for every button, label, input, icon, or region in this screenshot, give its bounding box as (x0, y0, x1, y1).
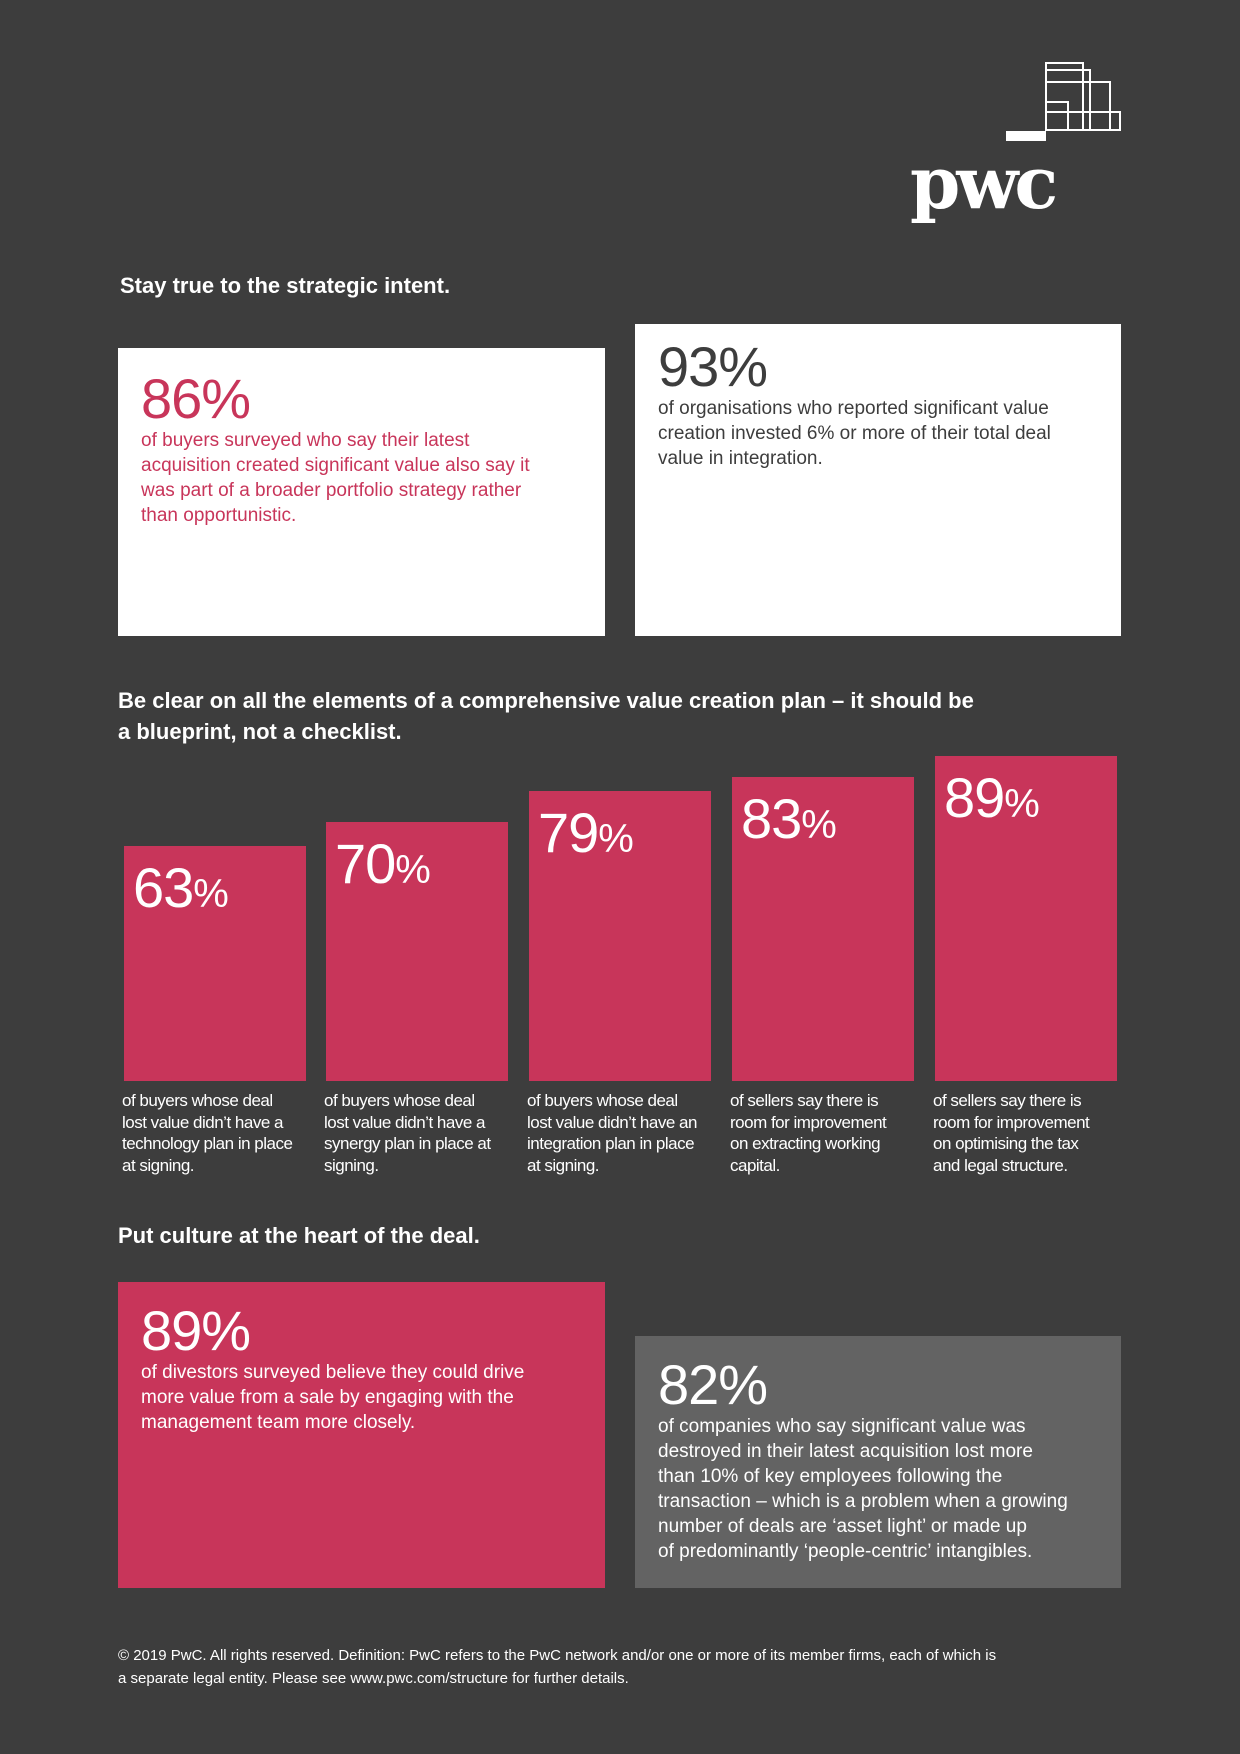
caption-line: lost value didn’t have an (527, 1112, 697, 1132)
caption-line: room for improvement (730, 1112, 887, 1132)
text-line: number of deals are ‘asset light’ or mad… (658, 1516, 1027, 1537)
bar-79: 79% (529, 790, 711, 1081)
bar-unit: % (1004, 782, 1040, 827)
stat-description: of organisations who reported significan… (658, 396, 1121, 471)
caption-line: integration plan in place (527, 1134, 695, 1153)
caption-line: of sellers say there is (933, 1091, 1082, 1110)
bar-caption: of sellers say there is room for improvem… (933, 1090, 1090, 1176)
stat-card-93: 93% of organisations who reported signif… (635, 324, 1121, 636)
stat-card-82: 82% of companies who say significant val… (635, 1336, 1121, 1588)
pwc-logo: pwc (900, 55, 1140, 230)
caption-line: lost value didn’t have a (324, 1112, 485, 1132)
caption-line: on extracting working (730, 1134, 881, 1153)
caption-line: signing. (324, 1155, 379, 1175)
bar-unit: % (801, 803, 837, 847)
section3-heading: Put culture at the heart of the deal. (118, 1223, 480, 1248)
bar-value-label: 70% (335, 831, 431, 900)
text-line: destroyed in their latest acquisition lo… (658, 1441, 1033, 1462)
stat-description: of buyers surveyed who say their latest … (141, 428, 605, 528)
bar-value: 70 (335, 831, 396, 895)
text-line: of divestors surveyed believe they could… (141, 1362, 525, 1383)
caption-line: lost value didn’t have a (122, 1112, 283, 1132)
caption-line: technology plan in place (122, 1134, 293, 1153)
bar-83: 83% (732, 777, 914, 1081)
caption-line: and legal structure. (933, 1155, 1068, 1175)
pwc-logo-text: pwc (910, 140, 1058, 225)
caption-line: capital. (730, 1155, 780, 1175)
caption-line: at signing. (122, 1155, 195, 1175)
bar-value-label: 89% (944, 766, 1040, 834)
text-line: of companies who say significant value w… (658, 1416, 1026, 1437)
stat-description: of divestors surveyed believe they could… (141, 1360, 605, 1435)
text-line: management team more closely. (141, 1412, 416, 1433)
bar-caption: of buyers whose deal lost value didn’t ha… (324, 1090, 491, 1176)
bar-89: 89% (935, 756, 1117, 1081)
stat-card-89: 89% of divestors surveyed believe they c… (118, 1282, 605, 1588)
footer-line: © 2019 PwC. All rights reserved. Definit… (118, 1647, 997, 1664)
bar-unit: % (598, 816, 634, 861)
text-line: than 10% of key employees following the (658, 1466, 1003, 1487)
text-line: of predominantly ‘people-centric’ intang… (658, 1541, 1033, 1562)
bar-value-label: 63% (133, 856, 229, 924)
stat-card-86: 86% of buyers surveyed who say their lat… (118, 348, 605, 636)
bar-unit: % (193, 872, 229, 916)
stat-value: 82% (658, 1353, 768, 1416)
caption-line: of buyers whose deal (324, 1091, 475, 1110)
caption-line: synergy plan in place at (324, 1134, 491, 1153)
stat-value: 89% (141, 1299, 251, 1362)
bar-unit: % (395, 847, 431, 892)
text-line: acquisition created significant value al… (141, 455, 530, 476)
footer-copyright: © 2019 PwC. All rights reserved. Definit… (118, 1644, 996, 1690)
bar-value: 63 (133, 856, 194, 919)
bar-value: 83 (741, 787, 802, 850)
stat-description: of companies who say significant value w… (658, 1414, 1121, 1564)
bar-caption: of buyers whose deal lost value didn’t ha… (527, 1090, 697, 1176)
bar-70: 70% (326, 821, 508, 1081)
bar-caption: of sellers say there is room for improvem… (730, 1090, 887, 1176)
heading-line: a blueprint, not a checklist. (118, 719, 402, 744)
stat-value: 86% (141, 367, 251, 430)
stat-value: 93% (658, 335, 768, 398)
text-line: of organisations who reported significan… (658, 398, 1049, 419)
text-line: was part of a broader portfolio strategy… (141, 480, 522, 501)
heading-line: Be clear on all the elements of a compre… (118, 688, 974, 713)
bar-value-label: 79% (538, 800, 634, 869)
text-line: than opportunistic. (141, 505, 297, 526)
pwc-logo-mark-icon (1006, 62, 1121, 141)
text-line: transaction – which is a problem when a … (658, 1491, 1068, 1512)
caption-line: of buyers whose deal (527, 1091, 678, 1110)
bar-caption: of buyers whose deal lost value didn’t ha… (122, 1090, 293, 1176)
caption-line: at signing. (527, 1155, 599, 1175)
bar-63: 63% (124, 846, 306, 1081)
section2-heading: Be clear on all the elements of a compre… (118, 685, 974, 747)
caption-line: of buyers whose deal (122, 1091, 273, 1110)
caption-line: of sellers say there is (730, 1091, 879, 1110)
caption-line: on optimising the tax (933, 1134, 1079, 1153)
caption-line: room for improvement (933, 1112, 1090, 1132)
text-line: of buyers surveyed who say their latest (141, 430, 470, 451)
bar-value: 79 (538, 800, 599, 864)
text-line: value in integration. (658, 448, 823, 469)
text-line: more value from a sale by engaging with … (141, 1387, 514, 1408)
text-line: creation invested 6% or more of their to… (658, 423, 1051, 444)
bar-value-label: 83% (741, 787, 837, 855)
bar-value: 89 (944, 766, 1005, 830)
section1-heading: Stay true to the strategic intent. (120, 273, 451, 298)
footer-line: a separate legal entity. Please see www.… (118, 1670, 629, 1687)
